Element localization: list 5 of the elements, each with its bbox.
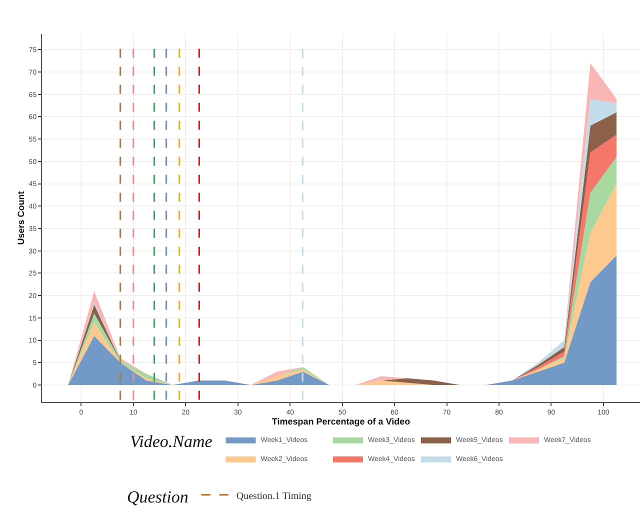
legend-label: Question.1 Timing [236,490,312,502]
text: Question [127,487,188,506]
legend-title: Video.Name [130,432,213,451]
x-axis-title: Timespan Percentage of a Video [272,416,411,426]
y-axis-title: Users Count [16,191,26,245]
